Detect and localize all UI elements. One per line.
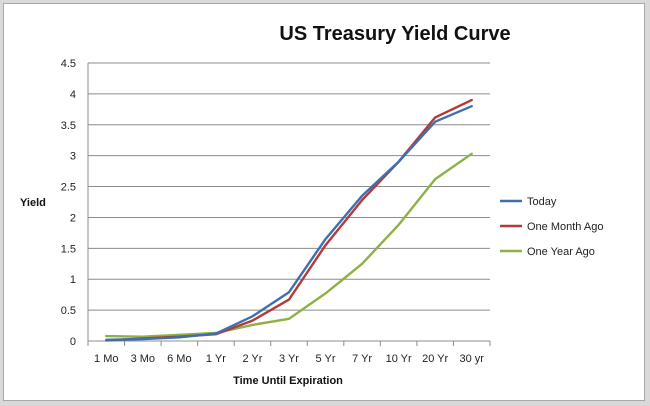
legend-label: One Year Ago: [527, 246, 595, 258]
chart-frame: [3, 3, 645, 401]
series-line-today: [105, 104, 473, 341]
y-tick-label: 2.5: [61, 182, 76, 194]
x-tick-label: 2 Yr: [242, 353, 262, 365]
legend-label: One Month Ago: [527, 221, 603, 233]
x-tick-label: 6 Mo: [167, 353, 191, 365]
x-tick-label: 10 Yr: [386, 353, 412, 365]
x-tick-label: 1 Mo: [94, 353, 118, 365]
x-tick-label: 30 yr: [459, 353, 484, 365]
y-tick-label: 1.5: [61, 243, 76, 255]
x-tick-label: 5 Yr: [316, 353, 336, 365]
y-tick-label: 4.5: [61, 58, 76, 70]
legend-label: Today: [527, 196, 557, 208]
x-axis-label: Time Until Expiration: [233, 375, 343, 387]
chart-title: US Treasury Yield Curve: [279, 23, 510, 45]
x-tick-label: 3 Mo: [131, 353, 155, 365]
x-tick-label: 20 Yr: [422, 353, 448, 365]
y-tick-label: 0: [70, 336, 76, 348]
y-tick-label: 1: [70, 274, 76, 286]
x-tick-label: 7 Yr: [352, 353, 372, 365]
y-tick-label: 3: [70, 151, 76, 163]
y-tick-label: 4: [70, 89, 76, 101]
y-tick-label: 2: [70, 212, 76, 224]
series-line-one-month-ago: [105, 98, 473, 342]
x-tick-label: 3 Yr: [279, 353, 299, 365]
series-line-one-year-ago: [105, 152, 473, 338]
y-tick-label: 3.5: [61, 120, 76, 132]
y-tick-label: 0.5: [61, 305, 76, 317]
x-tick-label: 1 Yr: [206, 353, 226, 365]
y-axis-label: Yield: [20, 197, 46, 209]
